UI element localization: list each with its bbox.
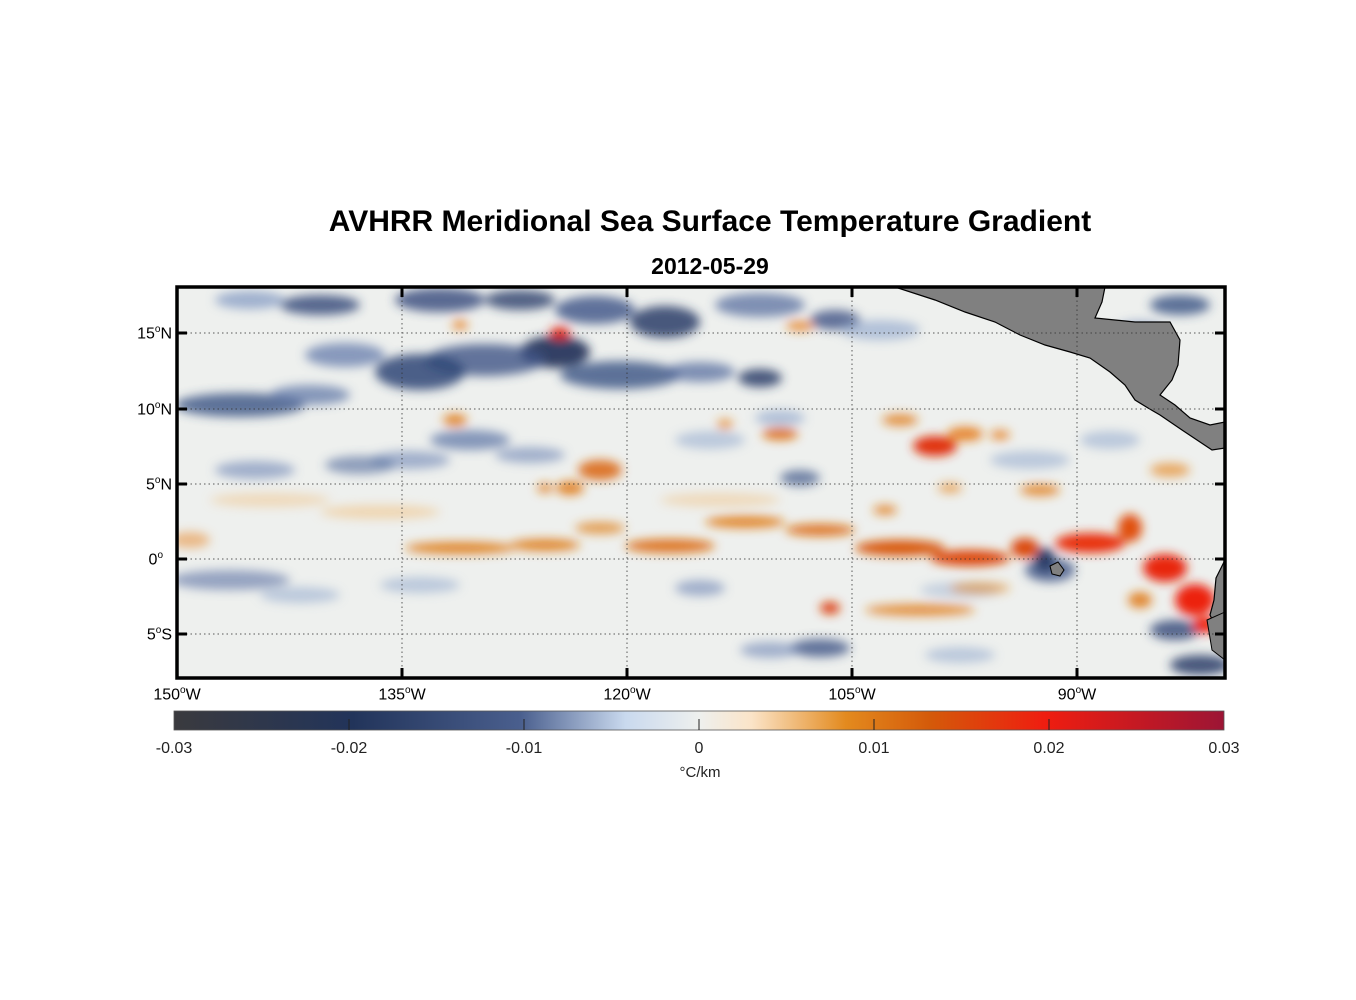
colorbar-label-002: 0.02 <box>1033 740 1065 757</box>
lat-label-15n: 15oN <box>137 324 172 343</box>
map-subtitle: 2012-05-29 <box>651 253 769 279</box>
lat-label-0: 0o <box>148 550 163 569</box>
lon-label-105w: 105oW <box>828 685 876 704</box>
colorbar-ticks <box>348 719 1050 730</box>
frame-ticks <box>177 287 1225 678</box>
colorbar-label-neg002: -0.02 <box>330 740 368 757</box>
sst-gradient-field <box>177 287 1225 678</box>
lon-label-135w: 135oW <box>378 685 426 704</box>
lon-label-90w: 90oW <box>1057 685 1097 704</box>
colorbar-unit: °C/km <box>679 764 721 781</box>
lon-label-120w: 120oW <box>603 685 651 704</box>
landmass <box>894 287 1225 661</box>
colorbar-label-003: 0.03 <box>1208 740 1240 757</box>
lat-label-10n: 10oN <box>137 400 172 419</box>
map-title: AVHRR Meridional Sea Surface Temperature… <box>328 205 1092 238</box>
colorbar-label-neg001: -0.01 <box>505 740 543 757</box>
lat-label-5n: 5oN <box>145 475 172 494</box>
colorbar-label-001: 0.01 <box>858 740 890 757</box>
colorbar-label-neg003: -0.03 <box>155 740 193 757</box>
graticule <box>177 287 1225 678</box>
lon-label-150w: 150oW <box>153 685 201 704</box>
colorbar-label-zero: 0 <box>694 740 704 757</box>
lat-label-5s: 5oS <box>146 625 172 644</box>
